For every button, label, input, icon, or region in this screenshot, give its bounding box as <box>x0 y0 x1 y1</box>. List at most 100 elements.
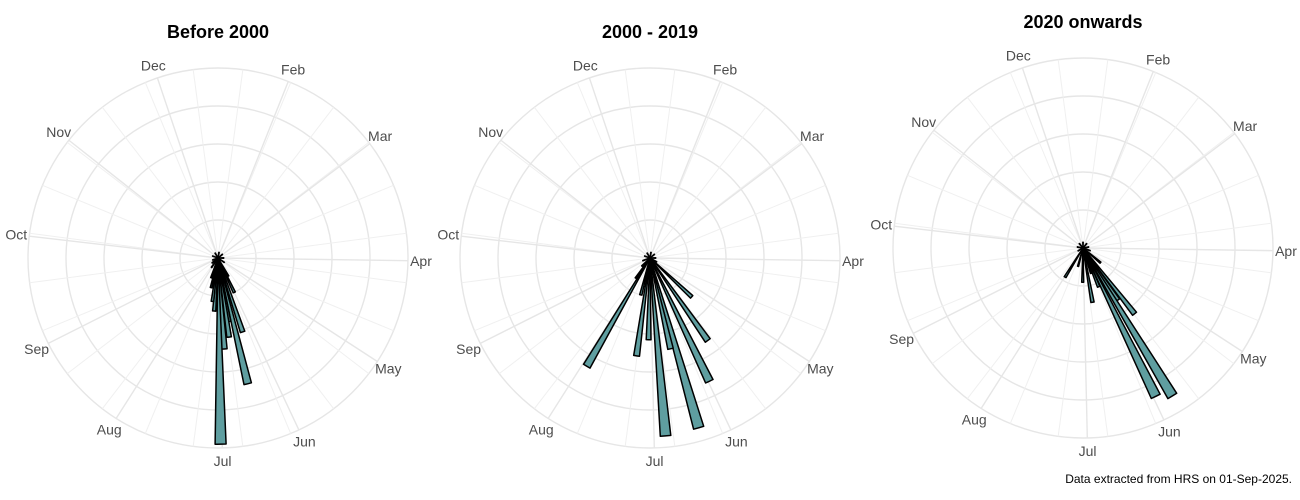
grid-spoke <box>1082 133 1236 249</box>
grid-circle <box>535 143 765 373</box>
rose-bar <box>214 252 219 259</box>
rose-bar <box>640 257 651 268</box>
month-label: Sep <box>456 341 481 357</box>
rose-bar <box>649 257 711 343</box>
grid-spoke-minor <box>533 257 651 410</box>
grid-circle <box>968 133 1198 363</box>
rose-bar <box>214 257 227 445</box>
grid-spoke-minor <box>144 257 219 434</box>
grid-spoke-minor <box>966 247 1084 400</box>
polar-panel: Dec Feb Mar Apr May Jun Jul Aug Sep Oct Nov Before … <box>5 22 432 469</box>
rose-bar <box>1078 242 1084 249</box>
month-label: Jul <box>646 453 664 469</box>
rose-bar <box>209 257 219 279</box>
grid-spoke-minor <box>217 257 370 375</box>
month-label: Feb <box>713 61 737 77</box>
grid-spoke-minor <box>649 106 767 259</box>
grid-spoke-minor <box>1082 222 1272 249</box>
rose-bar <box>649 257 694 299</box>
grid-spoke-minor <box>649 257 724 434</box>
rose-bar <box>217 257 246 334</box>
rose-bar <box>646 252 651 259</box>
rose-bar <box>1076 247 1084 268</box>
month-label: Dec <box>1006 48 1031 64</box>
grid-spoke <box>500 139 651 259</box>
grid-spoke-minor <box>217 106 335 259</box>
grid-spoke <box>649 257 840 262</box>
grid-spoke-minor <box>474 257 651 332</box>
month-label: Jul <box>1079 443 1097 459</box>
panel-title: Before 2000 <box>167 22 269 42</box>
grid-spoke-minor <box>66 257 219 375</box>
month-label: Apr <box>410 253 432 269</box>
grid-spoke-minor <box>649 257 802 375</box>
grid-spoke <box>1082 247 1273 252</box>
month-label: Feb <box>1146 51 1170 67</box>
grid-circle <box>497 105 803 411</box>
grid-spoke-minor <box>649 184 826 259</box>
month-label: Nov <box>478 124 503 140</box>
grid-spoke <box>68 139 219 259</box>
polar-panel: Dec Feb Mar Apr May Jun Jul Aug Sep Oct Nov 2020 on… <box>870 12 1297 459</box>
rose-bar <box>1082 247 1091 252</box>
month-label: May <box>807 361 833 377</box>
rose-bar <box>649 253 656 259</box>
grid-spoke-minor <box>1082 59 1109 249</box>
data-source-caption: Data extracted from HRS on 01-Sep-2025. <box>1065 472 1292 486</box>
grid-spoke-minor <box>101 257 219 410</box>
rose-bar <box>1080 247 1085 283</box>
grid-spoke-minor <box>894 247 1084 274</box>
month-label: Aug <box>97 421 122 437</box>
grid-spoke-minor <box>474 184 651 259</box>
grid-spoke-minor <box>1057 247 1084 437</box>
rose-bar <box>1082 242 1088 249</box>
rose-bar <box>649 257 672 438</box>
grid-spoke-minor <box>1009 247 1084 424</box>
month-label: Aug <box>529 421 554 437</box>
rose-bar <box>649 257 658 263</box>
month-label: Jun <box>293 434 316 450</box>
grid-spoke-minor <box>29 257 219 284</box>
month-label: Sep <box>889 331 914 347</box>
month-label: Mar <box>368 128 392 144</box>
grid-spoke-minor <box>144 82 219 259</box>
grid-spoke-minor <box>42 184 219 259</box>
rose-bar <box>1082 247 1095 304</box>
rose-bar <box>1076 246 1084 249</box>
grid-spoke <box>894 225 1084 249</box>
grid-spoke <box>1082 71 1154 249</box>
grid-circle <box>1006 171 1160 325</box>
month-label: Apr <box>1275 243 1297 259</box>
month-label: Mar <box>800 128 824 144</box>
rose-bar <box>1082 247 1093 275</box>
rose-bar <box>1082 247 1138 317</box>
rose-bar <box>649 257 674 351</box>
rose-bar <box>645 257 652 341</box>
rose-bar <box>634 257 651 280</box>
grid-spoke-minor <box>461 257 651 284</box>
grid-spoke-minor <box>576 257 651 434</box>
grid-spoke-minor <box>649 69 676 259</box>
grid-spoke-minor <box>217 257 394 332</box>
month-label: Nov <box>46 124 71 140</box>
rose-bar <box>582 257 651 369</box>
grid-spoke <box>1082 247 1243 353</box>
rose-bar <box>1082 247 1161 400</box>
polar-panel: Dec Feb Mar Apr May Jun Jul Aug Sep Oct Nov 2000 - … <box>437 22 864 469</box>
rose-bar <box>217 253 224 259</box>
month-label: Mar <box>1233 118 1257 134</box>
grid-spoke <box>649 143 803 259</box>
grid-spoke-minor <box>42 257 219 332</box>
rose-bar <box>649 257 705 430</box>
grid-spoke <box>649 257 810 363</box>
month-label: Apr <box>842 253 864 269</box>
grid-circle <box>27 67 409 449</box>
rose-bar <box>211 255 219 259</box>
grid-spoke-minor <box>1082 247 1272 274</box>
grid-spoke-minor <box>649 257 826 332</box>
month-label: Oct <box>5 227 27 243</box>
grid-spoke-minor <box>1009 72 1084 249</box>
month-label: Dec <box>141 58 166 74</box>
grid-spoke-minor <box>907 174 1084 249</box>
